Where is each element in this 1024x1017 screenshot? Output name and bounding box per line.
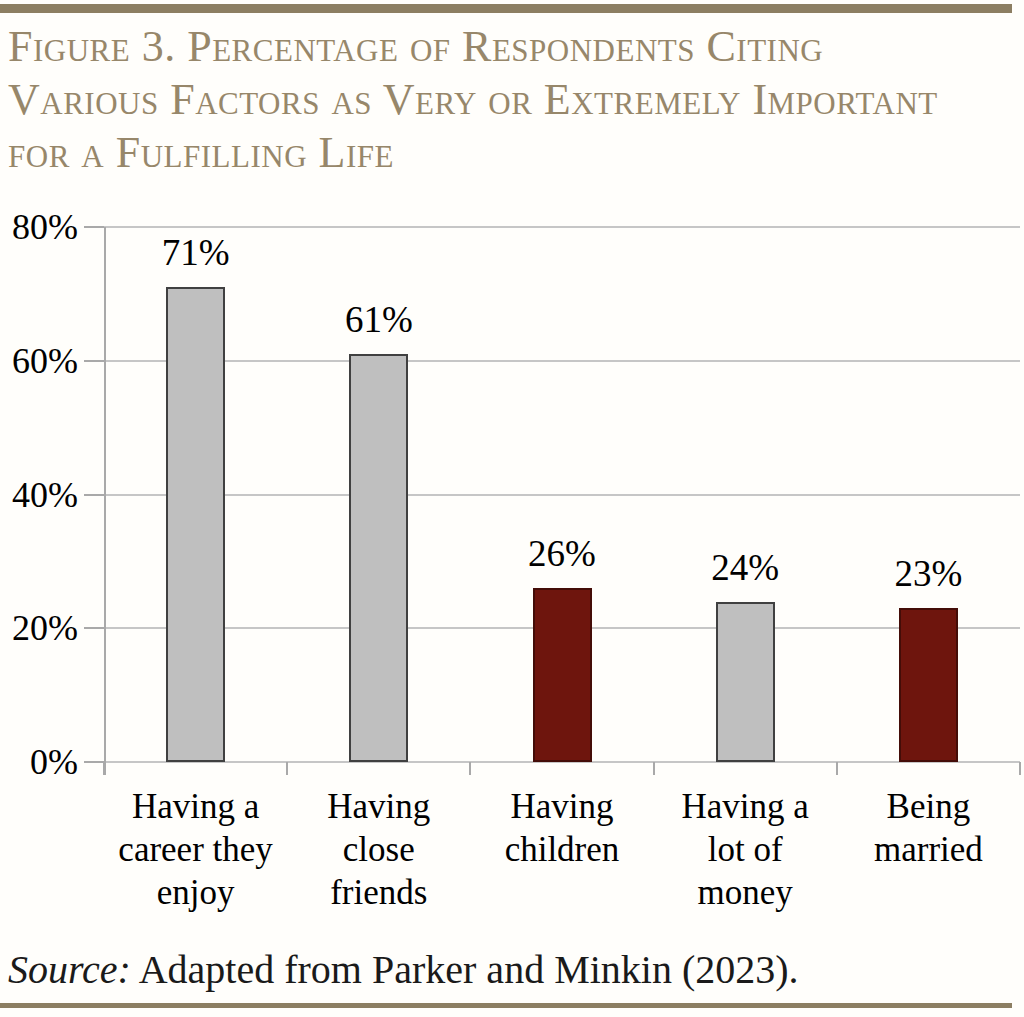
y-axis-tick: [84, 761, 104, 763]
y-axis-tick: [84, 494, 104, 496]
x-axis-tick: [836, 762, 838, 775]
category-label-line: Having: [470, 785, 653, 828]
gridline-80%: [104, 226, 1020, 228]
y-axis-line: [104, 227, 106, 775]
x-axis-tick: [286, 762, 288, 775]
y-axis-label: 80%: [0, 205, 78, 249]
category-label: Having alot ofmoney: [654, 785, 837, 914]
category-label: Having acareer theyenjoy: [104, 785, 287, 914]
category-label-line: children: [470, 828, 653, 871]
category-label-line: career they: [104, 828, 287, 871]
y-axis-label: 40%: [0, 473, 78, 517]
bar-value-label: 71%: [126, 231, 266, 275]
y-axis-tick: [84, 627, 104, 629]
y-axis-tick: [84, 226, 104, 228]
category-label-line: friends: [287, 871, 470, 914]
bar-value-label: 24%: [675, 546, 815, 590]
gridline-40%: [104, 494, 1020, 496]
bar-chart: 0%20%40%60%80%71%Having acareer theyenjo…: [0, 0, 1024, 1017]
category-label-line: Having a: [654, 785, 837, 828]
category-label: Havingchildren: [470, 785, 653, 871]
figure-page: Figure 3. Percentage of Respondents Citi…: [0, 0, 1024, 1017]
category-label: Havingclosefriends: [287, 785, 470, 914]
y-axis-label: 0%: [0, 740, 78, 784]
category-label-line: Having: [287, 785, 470, 828]
source-text: Adapted from Parker and Minkin (2023).: [131, 947, 799, 992]
bar-having-a-lot-of-money: [716, 602, 775, 763]
bar-being-married: [899, 608, 958, 762]
x-axis-tick: [469, 762, 471, 775]
x-axis-tick: [1019, 762, 1021, 775]
category-label-line: money: [654, 871, 837, 914]
x-axis-tick: [653, 762, 655, 775]
source-note: Source: Adapted from Parker and Minkin (…: [8, 946, 799, 994]
y-axis-label: 20%: [0, 606, 78, 650]
category-label-line: lot of: [654, 828, 837, 871]
category-label-line: close: [287, 828, 470, 871]
category-label-line: Having a: [104, 785, 287, 828]
bottom-rule: [0, 1003, 1012, 1008]
bar-value-label: 26%: [492, 532, 632, 576]
category-label-line: married: [837, 828, 1020, 871]
bar-having-children: [533, 588, 592, 762]
bar-having-a-career-they-enjoy: [166, 287, 225, 762]
y-axis-label: 60%: [0, 339, 78, 383]
gridline-60%: [104, 360, 1020, 362]
x-axis-tick: [103, 762, 105, 775]
category-label-line: enjoy: [104, 871, 287, 914]
source-label: Source:: [8, 947, 131, 992]
bar-value-label: 23%: [858, 552, 998, 596]
y-axis-tick: [84, 360, 104, 362]
bar-having-close-friends: [349, 354, 408, 762]
bar-value-label: 61%: [309, 298, 449, 342]
category-label-line: Being: [837, 785, 1020, 828]
category-label: Beingmarried: [837, 785, 1020, 871]
